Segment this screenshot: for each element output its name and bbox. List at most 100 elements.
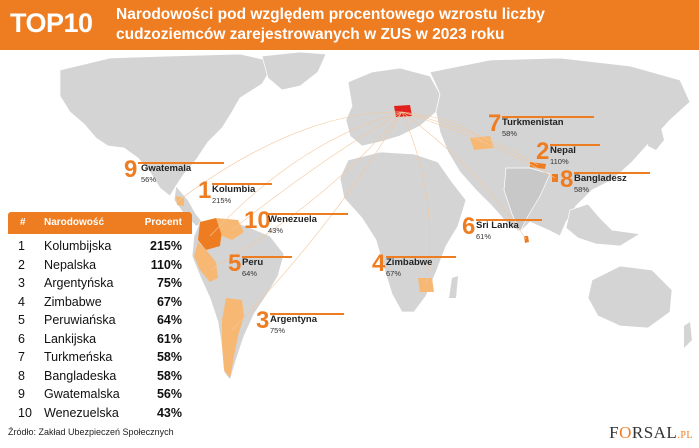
tag-bar: [138, 162, 224, 164]
tag-country: Kolumbia: [212, 184, 256, 195]
tag-percent: 110%: [550, 157, 569, 166]
tag-country: Argentyna: [270, 314, 317, 325]
tag-bar: [550, 144, 600, 146]
top10-badge: TOP10: [10, 8, 93, 38]
table-row: 3 Argentyńska 75%: [8, 276, 192, 294]
tag-percent: 67%: [386, 269, 402, 278]
rank-number: 2: [536, 138, 550, 165]
cell-country: Lankijska: [44, 331, 97, 346]
cell-percent: 64%: [156, 313, 182, 327]
se-asia-shape: [565, 203, 642, 247]
table-header: # Narodowość Procent: [8, 212, 192, 234]
cell-country: Gwatemalska: [44, 387, 120, 401]
cell-country: Peruwiańska: [44, 313, 116, 327]
new-zealand-shape: [684, 322, 692, 348]
rank-number: 4: [372, 250, 386, 277]
column-header-country: Narodowość: [44, 217, 105, 228]
venezuela-shape: [216, 218, 244, 240]
tag-country: Gwatemala: [141, 163, 192, 174]
cell-rank: 2: [18, 257, 25, 272]
tag-country: Peru: [242, 257, 264, 268]
nepal-shape: [530, 162, 546, 169]
logo-text-left: F: [609, 423, 620, 442]
cell-rank: 1: [18, 239, 25, 253]
asia-shape: [429, 57, 691, 237]
tag-percent: 58%: [502, 129, 518, 138]
tag-country: Wenezuela: [268, 214, 317, 225]
tag-bar: [476, 219, 542, 221]
header-banner: TOP10 Narodowości pod względem procentow…: [0, 0, 699, 50]
cell-country: Zimbabwe: [44, 294, 102, 309]
rank-number: 7: [488, 110, 502, 137]
colombia-shape: [198, 218, 222, 250]
tag-bar: [212, 183, 272, 185]
cell-percent: 67%: [156, 294, 182, 309]
rank-number: 9: [124, 156, 138, 183]
logo-text-pl: .PL: [677, 430, 693, 441]
tag-percent: 43%: [268, 226, 284, 235]
rank-number: 1: [198, 177, 212, 204]
tag-country: Bangladesz: [574, 173, 627, 184]
peru-shape: [194, 242, 218, 282]
column-header-percent: Procent: [144, 217, 182, 228]
rank-number: 5: [228, 250, 242, 277]
forsal-logo: FORSAL.PL: [609, 423, 693, 443]
tag-percent: 215%: [212, 196, 232, 205]
tag-percent: 61%: [476, 232, 492, 241]
ranking-table: # Narodowość Procent 1 Kolumbijska 215% 2 Ne…: [8, 212, 192, 422]
table-row: 1 Kolumbijska 215%: [8, 239, 192, 257]
tag-bar: [242, 256, 292, 258]
logo-text-o: O: [619, 423, 632, 442]
column-header-rank: #: [20, 217, 26, 228]
cell-percent: 58%: [156, 368, 182, 383]
cell-country: Bangladeska: [44, 368, 117, 383]
cell-percent: 56%: [156, 387, 182, 401]
argentina-shape: [222, 298, 244, 378]
tag-country: Sri Lanka: [476, 220, 519, 231]
logo-text-right: RSAL: [631, 423, 678, 442]
cell-rank: 8: [18, 368, 25, 383]
cell-rank: 7: [18, 350, 25, 364]
rank-number: 3: [256, 307, 270, 334]
tag-percent: 58%: [574, 185, 590, 194]
source-note: Źródło: Zakład Ubezpieczeń Społecznych: [8, 427, 174, 437]
cell-rank: 5: [18, 313, 25, 327]
cell-country: Nepalska: [44, 257, 97, 272]
japan-shape: [648, 124, 664, 150]
cell-percent: 43%: [156, 405, 182, 420]
table-row: 7 Turkmeńska 58%: [8, 350, 192, 368]
world-map: [59, 51, 692, 381]
cell-country: Wenezuelska: [44, 405, 119, 420]
table-row: 2 Nepalska 110%: [8, 258, 192, 276]
greenland-shape: [261, 51, 327, 91]
tag-country: Nepal: [550, 145, 576, 156]
table-row: 6 Lankijska 61%: [8, 332, 192, 350]
guatemala-shape: [176, 196, 184, 206]
cell-rank: 10: [18, 405, 32, 420]
rank-number: 10: [244, 207, 271, 234]
table-row: 4 Zimbabwe 67%: [8, 295, 192, 313]
cell-rank: 9: [18, 387, 25, 401]
cell-rank: 3: [18, 276, 25, 290]
tag-percent: 56%: [141, 175, 157, 184]
table-row: 10 Wenezuelska 43%: [8, 406, 192, 424]
tag-bar: [268, 213, 348, 215]
south-america-shape: [191, 217, 285, 381]
cell-percent: 58%: [156, 350, 182, 364]
tag-country: Turkmenistan: [502, 117, 564, 128]
page-title: Narodowości pod względem procentowego wz…: [116, 6, 545, 43]
tag-bar: [502, 116, 594, 118]
cell-country: Argentyńska: [44, 276, 114, 290]
tag-bar: [386, 256, 456, 258]
connector-lines: [177, 111, 556, 331]
tag-percent: 75%: [270, 326, 286, 335]
north-america-shape: [59, 53, 276, 197]
madagascar-shape: [449, 276, 458, 298]
tag-country: Zimbabwe: [386, 257, 433, 268]
table-row: 5 Peruwiańska 64%: [8, 313, 192, 331]
table-row: 9 Gwatemalska 56%: [8, 387, 192, 405]
cell-percent: 75%: [156, 276, 182, 290]
rank-number: 6: [462, 213, 476, 240]
india-shape: [503, 167, 551, 233]
australia-shape: [587, 265, 673, 329]
